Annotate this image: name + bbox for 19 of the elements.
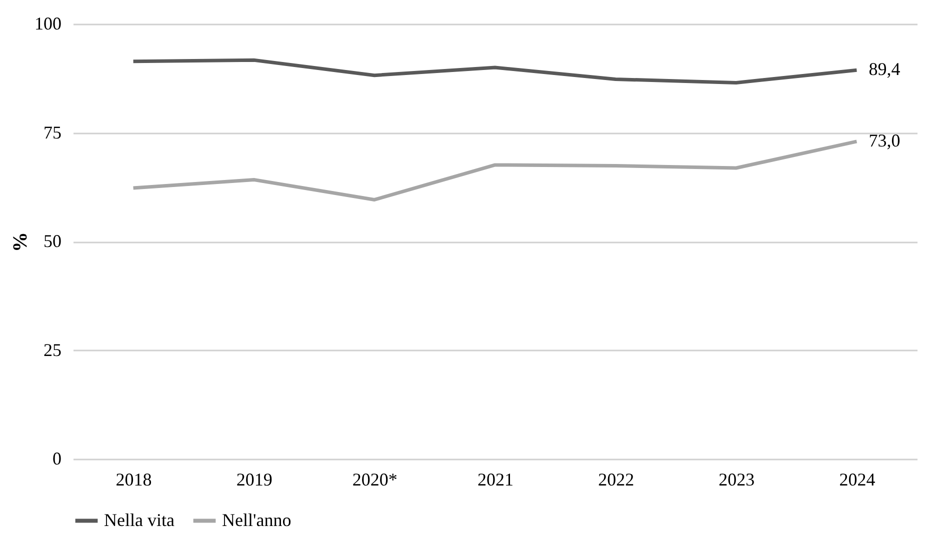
x-tick-label: 2018 [116,470,152,490]
line-series [132,140,858,202]
y-tick-label: 50 [44,231,62,251]
x-tick-label: 2021 [478,470,514,490]
data-label: 89,4 [868,59,900,80]
y-tick-label: 25 [44,340,62,360]
y-axis-title: % [10,232,32,252]
x-tick-label: 2019 [236,470,272,490]
y-tick-label: 100 [34,14,62,34]
x-tick-label: 2022 [598,470,634,490]
x-tick-label: 2023 [718,470,755,490]
x-tick-label: 2024 [839,470,876,490]
x-tick-label: 2020* [352,470,398,490]
y-tick-label: 75 [44,122,62,142]
y-tick-label: 0 [52,448,62,468]
legend-label: Nell'anno [222,510,292,530]
line-series [132,58,858,84]
legend-label: Nella vita [104,510,174,530]
data-label: 73,0 [868,130,900,150]
